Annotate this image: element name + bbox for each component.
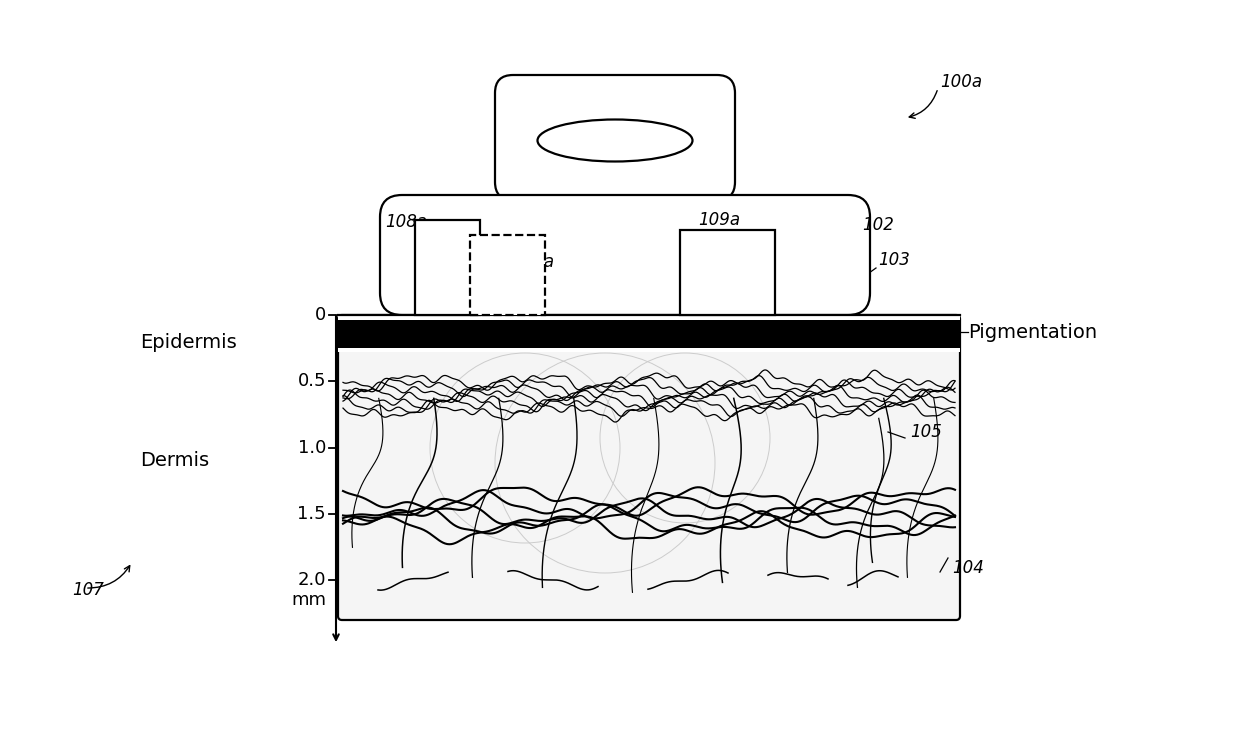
Text: 107: 107	[72, 581, 104, 599]
Text: 103: 103	[878, 251, 910, 269]
Text: 100a: 100a	[940, 73, 982, 91]
Text: mm: mm	[291, 591, 326, 609]
Text: 1.5: 1.5	[298, 505, 326, 523]
Text: Dermis: Dermis	[140, 451, 210, 469]
Text: Pigmentation: Pigmentation	[968, 322, 1097, 342]
Bar	[339, 320, 960, 348]
FancyBboxPatch shape	[339, 315, 960, 620]
Ellipse shape	[537, 119, 692, 161]
Bar	[470, 235, 546, 315]
Bar	[339, 315, 960, 320]
Bar	[415, 220, 480, 315]
Text: 2.0: 2.0	[298, 572, 326, 590]
FancyBboxPatch shape	[379, 195, 870, 315]
Text: 102: 102	[862, 216, 894, 234]
FancyBboxPatch shape	[495, 75, 735, 200]
Text: 108a: 108a	[384, 213, 427, 231]
Text: Epidermis: Epidermis	[140, 333, 237, 351]
Bar	[339, 348, 960, 352]
Text: 105: 105	[910, 423, 942, 441]
Text: 104: 104	[952, 559, 983, 577]
Text: 106a: 106a	[512, 253, 554, 271]
Text: 109a: 109a	[698, 211, 740, 229]
Bar	[339, 316, 960, 320]
Bar	[680, 230, 775, 315]
Text: 1.0: 1.0	[298, 439, 326, 457]
Text: 0.5: 0.5	[298, 372, 326, 391]
Text: 0: 0	[315, 306, 326, 324]
